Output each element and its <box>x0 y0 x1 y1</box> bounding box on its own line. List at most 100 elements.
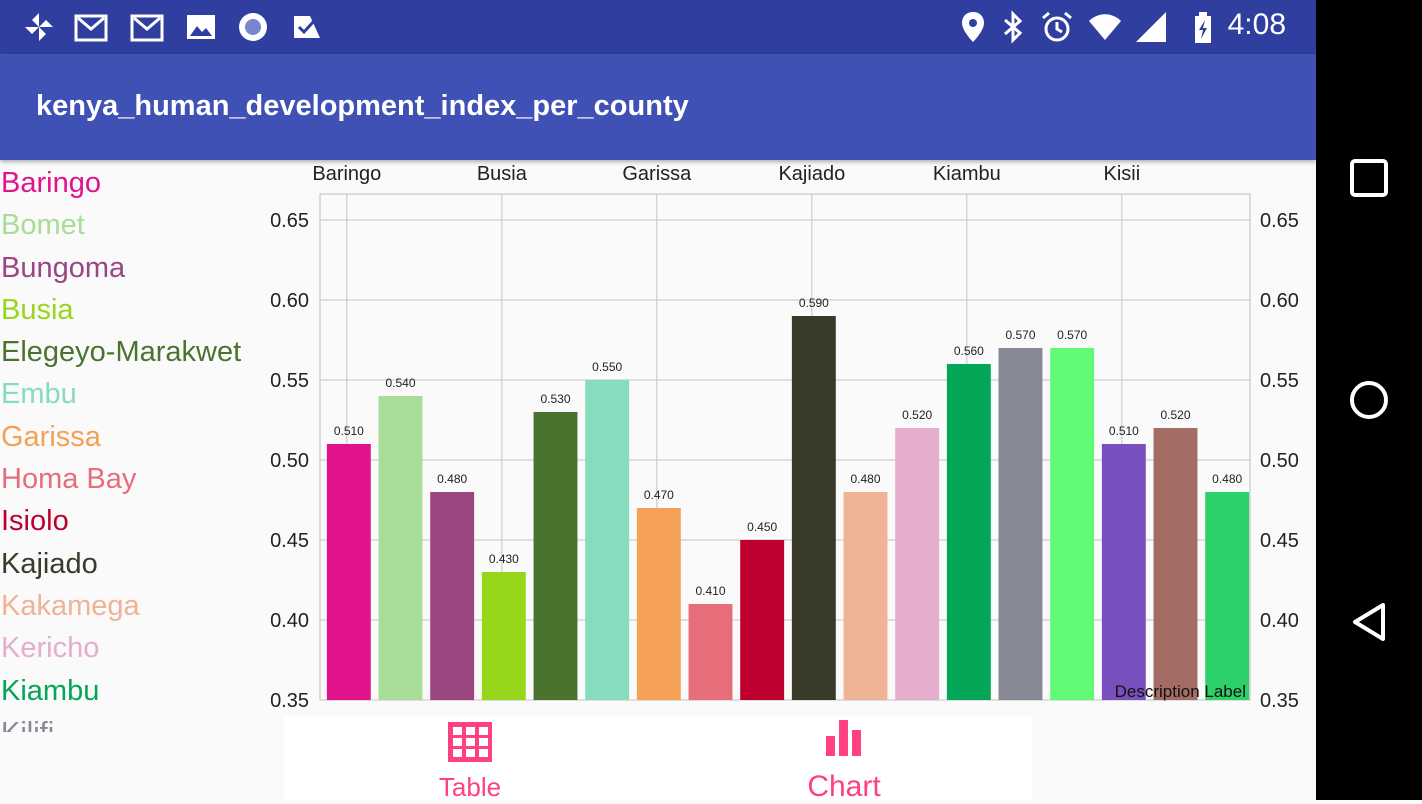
back-triangle-icon[interactable] <box>1349 602 1389 642</box>
bar <box>791 316 836 700</box>
bar-chart-icon <box>826 720 861 756</box>
bar <box>326 444 371 700</box>
y-tick-label-right: 0.35 <box>1260 690 1299 712</box>
bar <box>1153 428 1198 700</box>
legend-item: Bomet <box>1 209 85 242</box>
bar-value-label: 0.510 <box>334 424 364 438</box>
bluetooth-icon <box>1004 10 1023 44</box>
y-tick-label-left: 0.65 <box>270 210 309 232</box>
bar-value-label: 0.550 <box>592 360 622 374</box>
bar <box>688 604 733 700</box>
battery-charging-icon <box>1195 12 1211 43</box>
status-bar: 4:08 <box>0 0 1316 54</box>
page-title: kenya_human_development_index_per_county <box>36 90 689 122</box>
location-icon <box>962 12 984 42</box>
bar-value-label: 0.590 <box>799 296 829 310</box>
bar <box>1101 444 1146 700</box>
bar-value-label: 0.540 <box>385 376 415 390</box>
y-tick-label-right: 0.65 <box>1260 210 1299 232</box>
tab-chart[interactable]: Chart <box>754 716 934 803</box>
bar-value-label: 0.520 <box>1160 408 1190 422</box>
bar <box>378 396 423 700</box>
bar <box>1050 348 1095 700</box>
bar-value-label: 0.470 <box>644 488 674 502</box>
legend-item: Bungoma <box>1 251 126 284</box>
legend-item: Homa Bay <box>1 463 137 496</box>
x-tick-label-top: Kisii <box>1103 163 1140 185</box>
tab-chart-label: Chart <box>807 770 881 803</box>
x-tick-label-top: Kajiado <box>778 163 845 185</box>
legend-item: Embu <box>1 378 77 411</box>
record-icon <box>239 13 267 41</box>
bar-chart[interactable]: 0.35 0.35 0.40 0.40 0.45 0.45 0.50 0.50 0.55 0.55… <box>262 160 1316 720</box>
bar-value-label: 0.480 <box>850 472 880 486</box>
alarm-icon <box>1042 11 1072 42</box>
legend-item: Kericho <box>1 632 100 665</box>
tab-table[interactable]: Table <box>380 716 560 802</box>
bar <box>946 364 991 700</box>
x-tick-label-top: Baringo <box>312 163 381 185</box>
image-icon <box>187 15 215 39</box>
pinwheel-icon <box>25 13 53 41</box>
signal-icon <box>1136 12 1166 42</box>
y-tick-label-right: 0.60 <box>1260 290 1299 312</box>
home-circle-icon[interactable] <box>1349 380 1389 420</box>
bottom-navigation: Table Chart <box>284 716 1032 803</box>
x-tick-label-top: Garissa <box>622 163 692 185</box>
legend-item: Kilifi <box>0 712 268 732</box>
y-tick-label-right: 0.45 <box>1260 530 1299 552</box>
bar-value-label: 0.570 <box>1005 328 1035 342</box>
x-tick-label-top: Kiambu <box>933 163 1001 185</box>
legend-item: Isiolo <box>1 505 69 538</box>
bar-value-label: 0.570 <box>1057 328 1087 342</box>
legend-item: Kakamega <box>1 589 140 622</box>
legend-list[interactable]: Baringo Bomet Bungoma Busia Elegeyo-Mara… <box>0 162 268 732</box>
bar <box>430 492 475 700</box>
bar-value-label: 0.480 <box>1212 472 1242 486</box>
bar-value-label: 0.530 <box>540 392 570 406</box>
legend-item: Garissa <box>1 420 101 453</box>
table-grid-icon <box>448 722 492 762</box>
bar <box>998 348 1043 700</box>
y-tick-label-left: 0.35 <box>270 690 309 712</box>
legend-item: Baringo <box>1 167 101 199</box>
legend-item: Busia <box>1 293 74 326</box>
bar-value-label: 0.430 <box>489 552 519 566</box>
x-tick-label-top: Busia <box>477 163 528 185</box>
bar <box>843 492 888 700</box>
check-icon <box>294 16 320 38</box>
system-navigation-bar <box>1316 0 1422 800</box>
bar <box>481 572 526 700</box>
wifi-icon <box>1089 14 1121 40</box>
y-tick-label-left: 0.50 <box>270 450 309 472</box>
bar <box>585 380 630 700</box>
bar-value-label: 0.560 <box>954 344 984 358</box>
bar <box>1205 492 1250 700</box>
legend-item: Elegeyo-Marakwet <box>1 336 242 369</box>
clock: 4:08 <box>1227 8 1286 41</box>
legend-item: Kiambu <box>1 674 100 707</box>
gmail-icon <box>130 14 164 42</box>
bar-value-label: 0.450 <box>747 520 777 534</box>
y-tick-label-left: 0.45 <box>270 530 309 552</box>
gmail-icon <box>74 14 108 42</box>
bar-value-label: 0.520 <box>902 408 932 422</box>
bar-value-label: 0.410 <box>695 584 725 598</box>
bar <box>740 540 785 700</box>
y-tick-label-left: 0.60 <box>270 290 309 312</box>
y-tick-label-right: 0.50 <box>1260 450 1299 472</box>
y-tick-label-left: 0.55 <box>270 370 309 392</box>
y-tick-label-right: 0.55 <box>1260 370 1299 392</box>
y-tick-label-left: 0.40 <box>270 610 309 632</box>
recents-square-icon[interactable] <box>1349 158 1389 198</box>
chart-description: Description Label <box>1115 682 1246 701</box>
tab-table-label: Table <box>438 772 502 802</box>
bar <box>636 508 681 700</box>
app-bar: kenya_human_development_index_per_county <box>0 54 1316 160</box>
bar-value-label: 0.510 <box>1109 424 1139 438</box>
legend-item: Kajiado <box>1 547 98 580</box>
bar <box>533 412 578 700</box>
y-tick-label-right: 0.40 <box>1260 610 1299 632</box>
bar <box>895 428 940 700</box>
bar-value-label: 0.480 <box>437 472 467 486</box>
